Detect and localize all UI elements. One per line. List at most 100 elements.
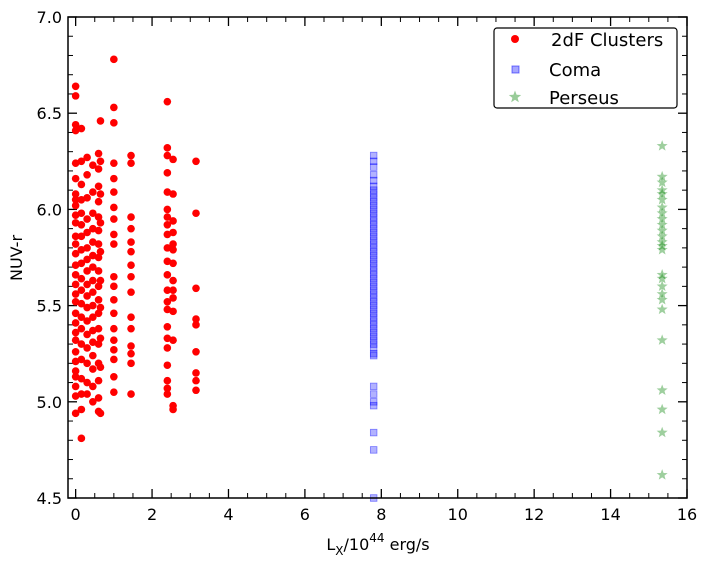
data-point (94, 213, 103, 221)
data-point (71, 249, 80, 258)
data-point (656, 272, 668, 284)
data-point (89, 238, 97, 246)
data-point (369, 221, 378, 229)
data-point (369, 259, 378, 267)
data-point (96, 334, 105, 343)
data-point (369, 190, 378, 198)
data-point (369, 182, 378, 191)
data-point (77, 434, 86, 443)
y-tick-label: 6.5 (37, 104, 62, 123)
data-point (369, 248, 378, 256)
x-axis-label: LX/1044 erg/s (326, 531, 429, 558)
data-point (94, 267, 103, 275)
data-point (169, 217, 177, 225)
data-point (369, 263, 378, 271)
data-point (163, 322, 172, 331)
data-point (369, 286, 378, 294)
data-point (110, 55, 118, 64)
x-tick-label: 6 (300, 505, 310, 524)
data-point (77, 180, 86, 189)
data-point (192, 376, 200, 385)
data-point (71, 195, 80, 204)
data-point (71, 232, 80, 241)
data-point (656, 269, 668, 280)
data-point (110, 159, 118, 168)
data-point (89, 365, 97, 373)
legend-box (493, 27, 678, 109)
data-point (656, 201, 668, 213)
x-tick-label: 2 (147, 505, 157, 524)
data-point (369, 398, 378, 406)
data-point (192, 347, 200, 356)
data-point (83, 194, 91, 202)
data-point (71, 290, 80, 298)
data-point (369, 401, 378, 410)
data-point (77, 324, 86, 333)
data-point (369, 232, 378, 241)
data-point (83, 292, 91, 300)
legend: 2dF Clusters Coma Perseus (493, 27, 678, 109)
data-point (656, 280, 668, 292)
data-point (169, 294, 177, 302)
data-point (77, 313, 86, 321)
data-point (94, 340, 103, 348)
x-tick-label: 16 (677, 505, 697, 524)
data-point (96, 303, 105, 312)
data-point (83, 303, 91, 312)
data-point (192, 321, 200, 329)
data-point (656, 213, 668, 224)
data-point (163, 361, 172, 370)
data-point (127, 342, 135, 350)
data-point (169, 307, 177, 316)
data-point (110, 372, 118, 381)
data-point (369, 340, 378, 348)
tick-labels: 0 2 4 6 8 10 12 14 16 4.5 5.0 5.5 6.0 6.5 7.0 (37, 8, 698, 524)
data-point (83, 359, 91, 368)
data-point (110, 215, 118, 223)
data-point (89, 326, 97, 335)
data-point (127, 261, 135, 269)
data-point (163, 286, 172, 295)
y-tick-label: 4.5 (37, 489, 62, 508)
data-point (163, 188, 172, 196)
data-point (89, 351, 97, 360)
data-point (163, 144, 172, 152)
data-point (89, 338, 97, 346)
data-point (89, 209, 97, 218)
data-point (369, 298, 378, 306)
data-point (94, 324, 103, 333)
data-point (96, 190, 105, 198)
data-point (369, 305, 378, 314)
data-point (96, 276, 105, 285)
data-point (369, 301, 378, 310)
data-point (83, 330, 91, 339)
data-point (110, 188, 118, 196)
data-point (71, 392, 80, 400)
data-point (77, 340, 86, 348)
data-point (83, 170, 91, 179)
y-tick-label: 5.5 (37, 297, 62, 316)
data-point (656, 303, 668, 315)
data-point (83, 215, 91, 223)
data-point (369, 274, 378, 283)
data-point (369, 255, 378, 264)
data-point (71, 319, 80, 327)
data-point (94, 376, 103, 385)
data-point (656, 294, 668, 305)
axis-ticks (68, 16, 688, 499)
data-point (656, 334, 668, 345)
data-point (71, 372, 80, 381)
data-point (656, 218, 668, 230)
data-point (656, 469, 668, 480)
y-tick-label: 7.0 (37, 8, 62, 27)
series-2df-clusters (71, 55, 200, 443)
data-point (89, 161, 97, 169)
data-point (192, 315, 200, 323)
data-point (127, 159, 135, 168)
data-point (369, 217, 378, 225)
data-point (369, 176, 378, 185)
data-point (89, 188, 97, 196)
data-point (89, 313, 97, 321)
data-point (163, 305, 172, 314)
